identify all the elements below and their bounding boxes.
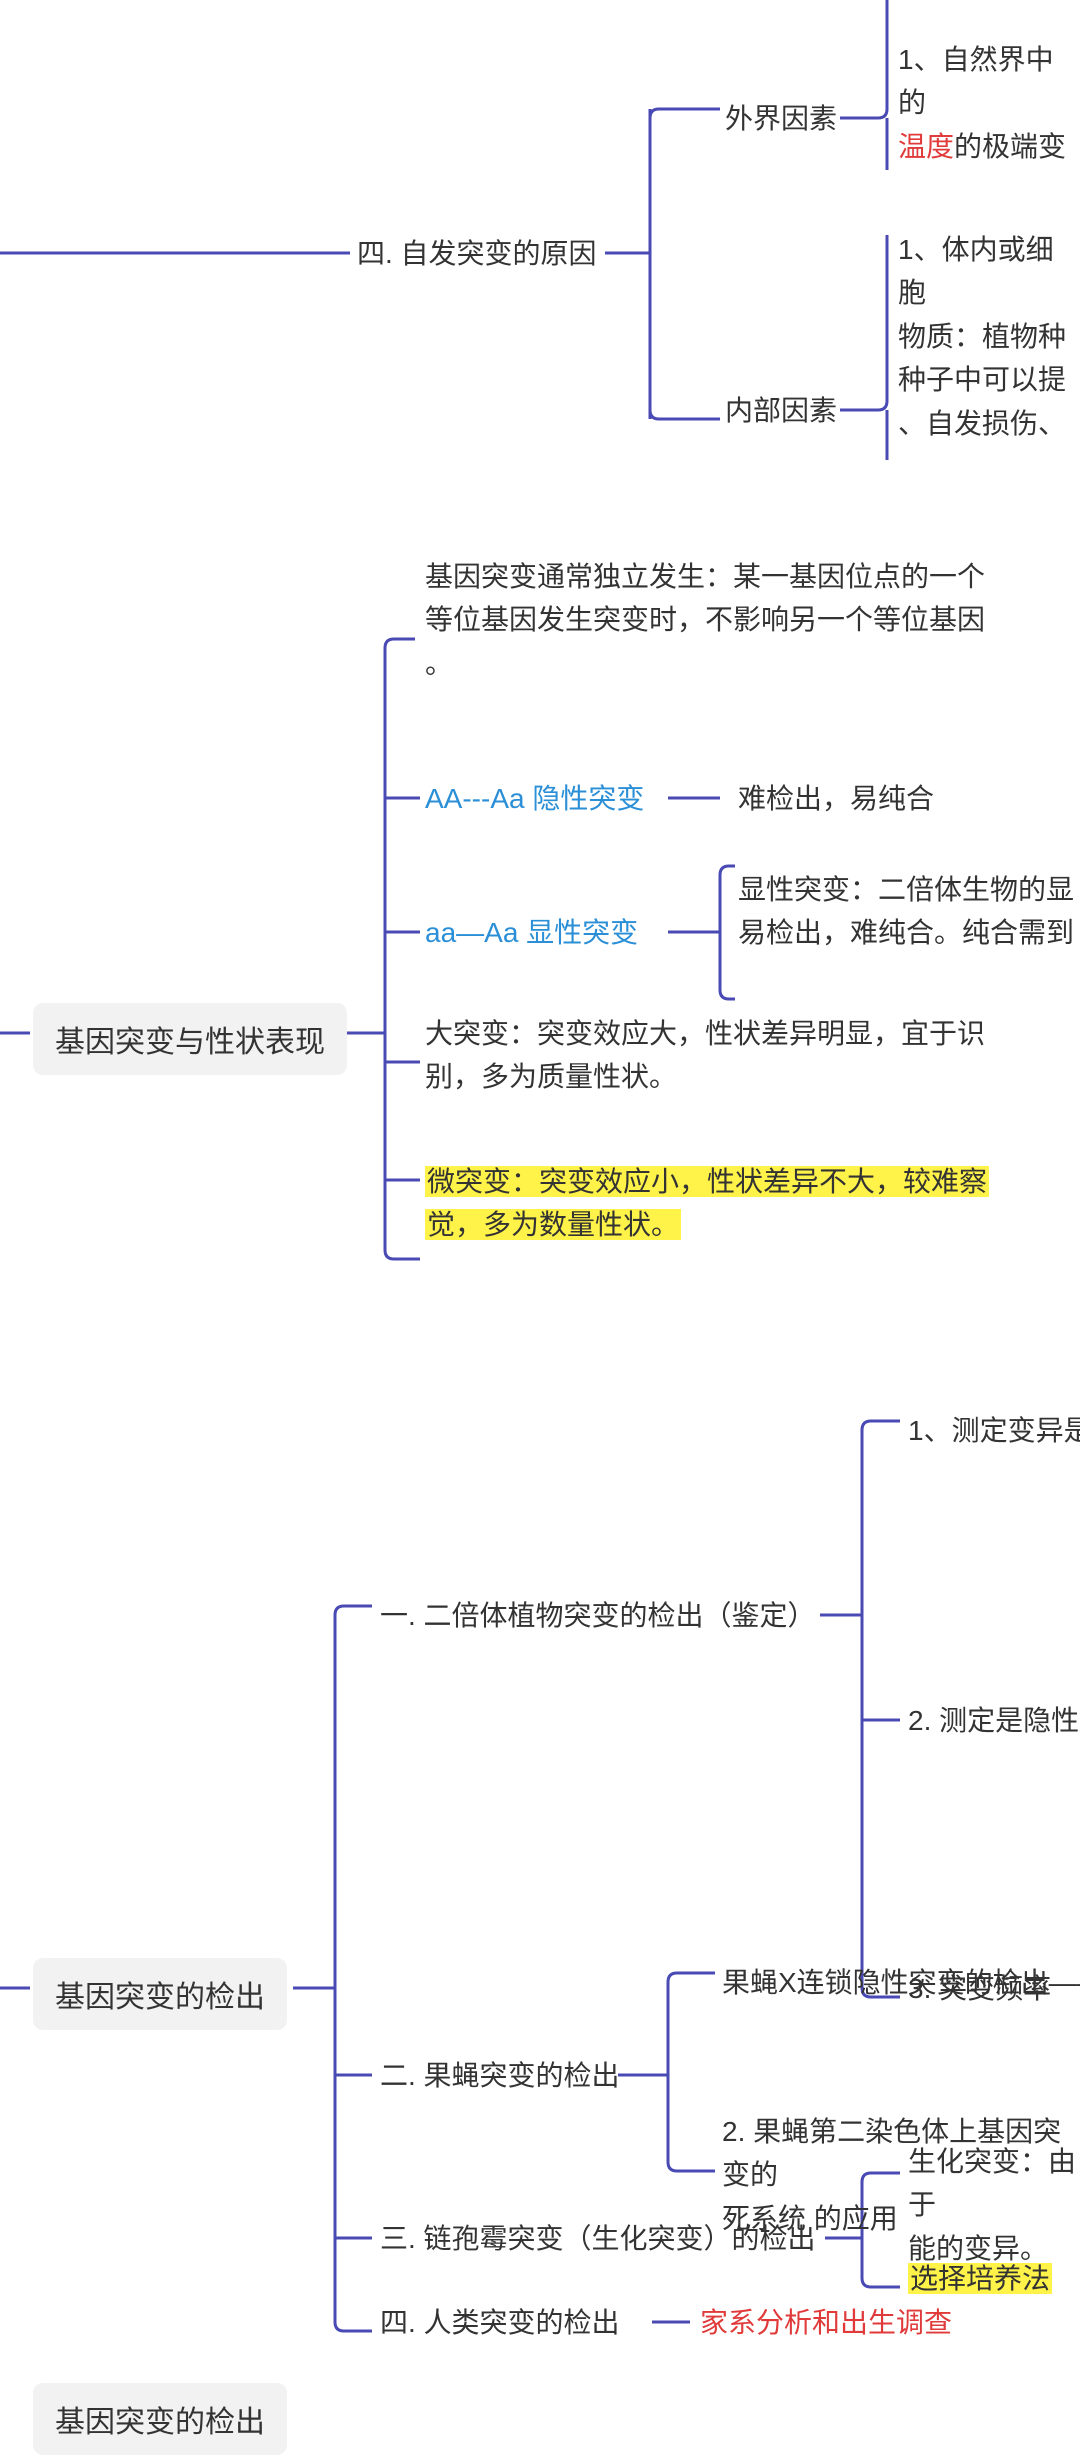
text-human-method: 家系分析和出生调查 <box>700 2302 952 2344</box>
node-mutation-detection[interactable]: 基因突变的检出 <box>33 2383 287 2455</box>
branch-human: 四. 人类突变的检出 <box>380 2302 620 2344</box>
node-mutation-detection-visible[interactable]: 基因突变的检出 <box>33 1958 287 2030</box>
